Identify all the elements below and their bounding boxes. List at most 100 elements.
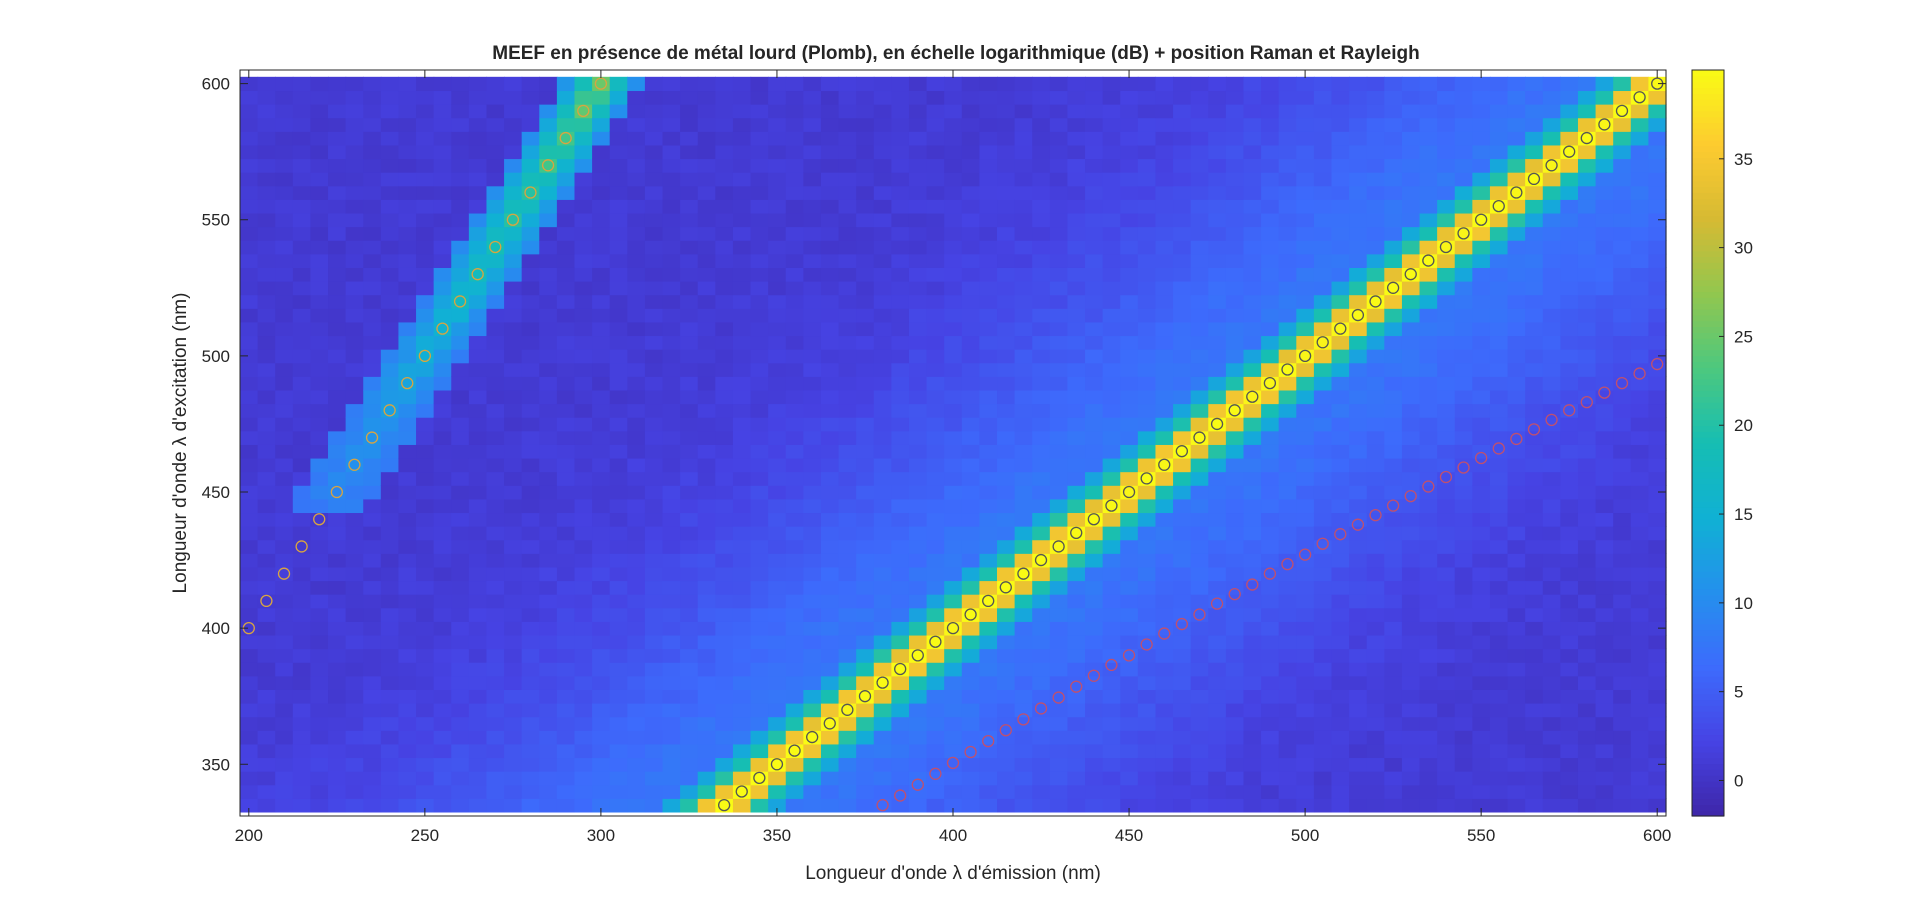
heatmap-cell: [1190, 457, 1209, 473]
marker-point: [541, 159, 555, 172]
colorbar-band: [1692, 594, 1724, 601]
heatmap-cell: [592, 226, 611, 241]
heatmap-cell: [944, 349, 963, 364]
heatmap-cell: [292, 689, 312, 704]
heatmap-cell: [680, 512, 699, 527]
heatmap-cell: [785, 417, 804, 432]
heatmap-cell: [257, 471, 276, 486]
heatmap-cell: [345, 648, 364, 663]
heatmap-cell: [592, 376, 611, 391]
heatmap-cell: [1577, 185, 1597, 200]
marker-point: [506, 213, 520, 226]
heatmap-cell: [433, 90, 452, 105]
heatmap-cell: [1102, 185, 1121, 200]
heatmap-cell: [416, 526, 435, 541]
heatmap-cell: [609, 498, 628, 514]
heatmap-cell: [1155, 104, 1174, 119]
heatmap-cell: [328, 131, 347, 146]
heatmap-cell: [328, 185, 347, 200]
colorbar-band: [1692, 169, 1724, 176]
heatmap-cell: [1102, 430, 1121, 445]
colorbar-band: [1692, 151, 1724, 159]
heatmap-cell: [574, 335, 593, 350]
heatmap-cell: [556, 362, 576, 377]
heatmap-cell: [644, 675, 664, 690]
heatmap-cell: [715, 389, 734, 405]
heatmap-cell: [1525, 281, 1544, 296]
heatmap-cell: [1401, 117, 1421, 132]
heatmap-cell: [1120, 172, 1139, 187]
heatmap-cell: [433, 771, 452, 786]
heatmap-cell: [1489, 226, 1509, 241]
heatmap-cell: [662, 675, 681, 690]
heatmap-cell: [292, 703, 312, 718]
heatmap-cell: [644, 403, 664, 418]
heatmap-cell: [644, 240, 664, 255]
heatmap-cell: [1648, 471, 1667, 486]
heatmap-cell: [961, 703, 980, 718]
heatmap-cell: [1190, 634, 1209, 650]
heatmap-cell: [1155, 743, 1174, 759]
heatmap-cell: [662, 90, 681, 105]
heatmap-cell: [838, 294, 857, 309]
heatmap-cell: [979, 675, 998, 690]
heatmap-cell: [1014, 498, 1033, 514]
heatmap-cell: [1472, 730, 1491, 745]
heatmap-cell: [662, 526, 681, 541]
heatmap-cell: [328, 512, 347, 527]
heatmap-cell: [891, 389, 910, 405]
heatmap-cell: [433, 281, 452, 296]
heatmap-cell: [504, 403, 523, 418]
heatmap-cell: [1648, 281, 1667, 296]
heatmap-cell: [891, 526, 910, 541]
heatmap-cell: [908, 703, 928, 718]
heatmap-cell: [1437, 172, 1456, 187]
heatmap-cell: [1489, 730, 1509, 745]
heatmap-cell: [1454, 675, 1473, 690]
heatmap-cell: [891, 253, 910, 268]
heatmap-cell: [468, 689, 488, 704]
heatmap-cell: [1190, 90, 1209, 105]
heatmap-cell: [433, 798, 452, 813]
heatmap-cell: [539, 376, 558, 391]
heatmap-cell: [1384, 76, 1403, 92]
heatmap-cell: [1613, 716, 1632, 731]
heatmap-cell: [873, 321, 892, 337]
heatmap-cell: [310, 634, 329, 650]
heatmap-cell: [1401, 240, 1421, 255]
colorbar-band: [1692, 402, 1724, 409]
colorbar-band: [1692, 227, 1724, 234]
heatmap-cell: [750, 131, 769, 146]
heatmap-cell: [961, 376, 980, 391]
heatmap-cell: [697, 172, 716, 187]
heatmap-cell: [451, 675, 470, 690]
heatmap-cell: [856, 349, 875, 364]
heatmap-cell: [979, 308, 998, 323]
heatmap-cell: [1014, 444, 1033, 459]
heatmap-cell: [1032, 757, 1051, 772]
heatmap-cell: [1049, 376, 1069, 391]
heatmap-cell: [416, 253, 435, 268]
heatmap-cell: [785, 172, 804, 187]
heatmap-cell: [644, 703, 664, 718]
heatmap-cell: [768, 90, 787, 105]
heatmap-cell: [1349, 389, 1368, 405]
heatmap-cell: [838, 553, 857, 568]
heatmap-cell: [961, 621, 980, 636]
heatmap-cell: [715, 185, 734, 200]
heatmap-cell: [1437, 675, 1456, 690]
heatmap-cell: [961, 185, 980, 200]
heatmap-cell: [1577, 580, 1597, 595]
heatmap-cell: [1489, 253, 1509, 268]
heatmap-cell: [908, 512, 928, 527]
heatmap-cell: [468, 703, 488, 718]
heatmap-cell: [328, 662, 347, 677]
heatmap-cell: [416, 662, 435, 677]
heatmap-cell: [556, 457, 576, 473]
heatmap-cell: [345, 281, 364, 296]
heatmap-cell: [1261, 444, 1280, 459]
heatmap-cell: [1560, 430, 1579, 445]
heatmap-cell: [1595, 703, 1614, 718]
heatmap-cell: [1085, 104, 1104, 119]
